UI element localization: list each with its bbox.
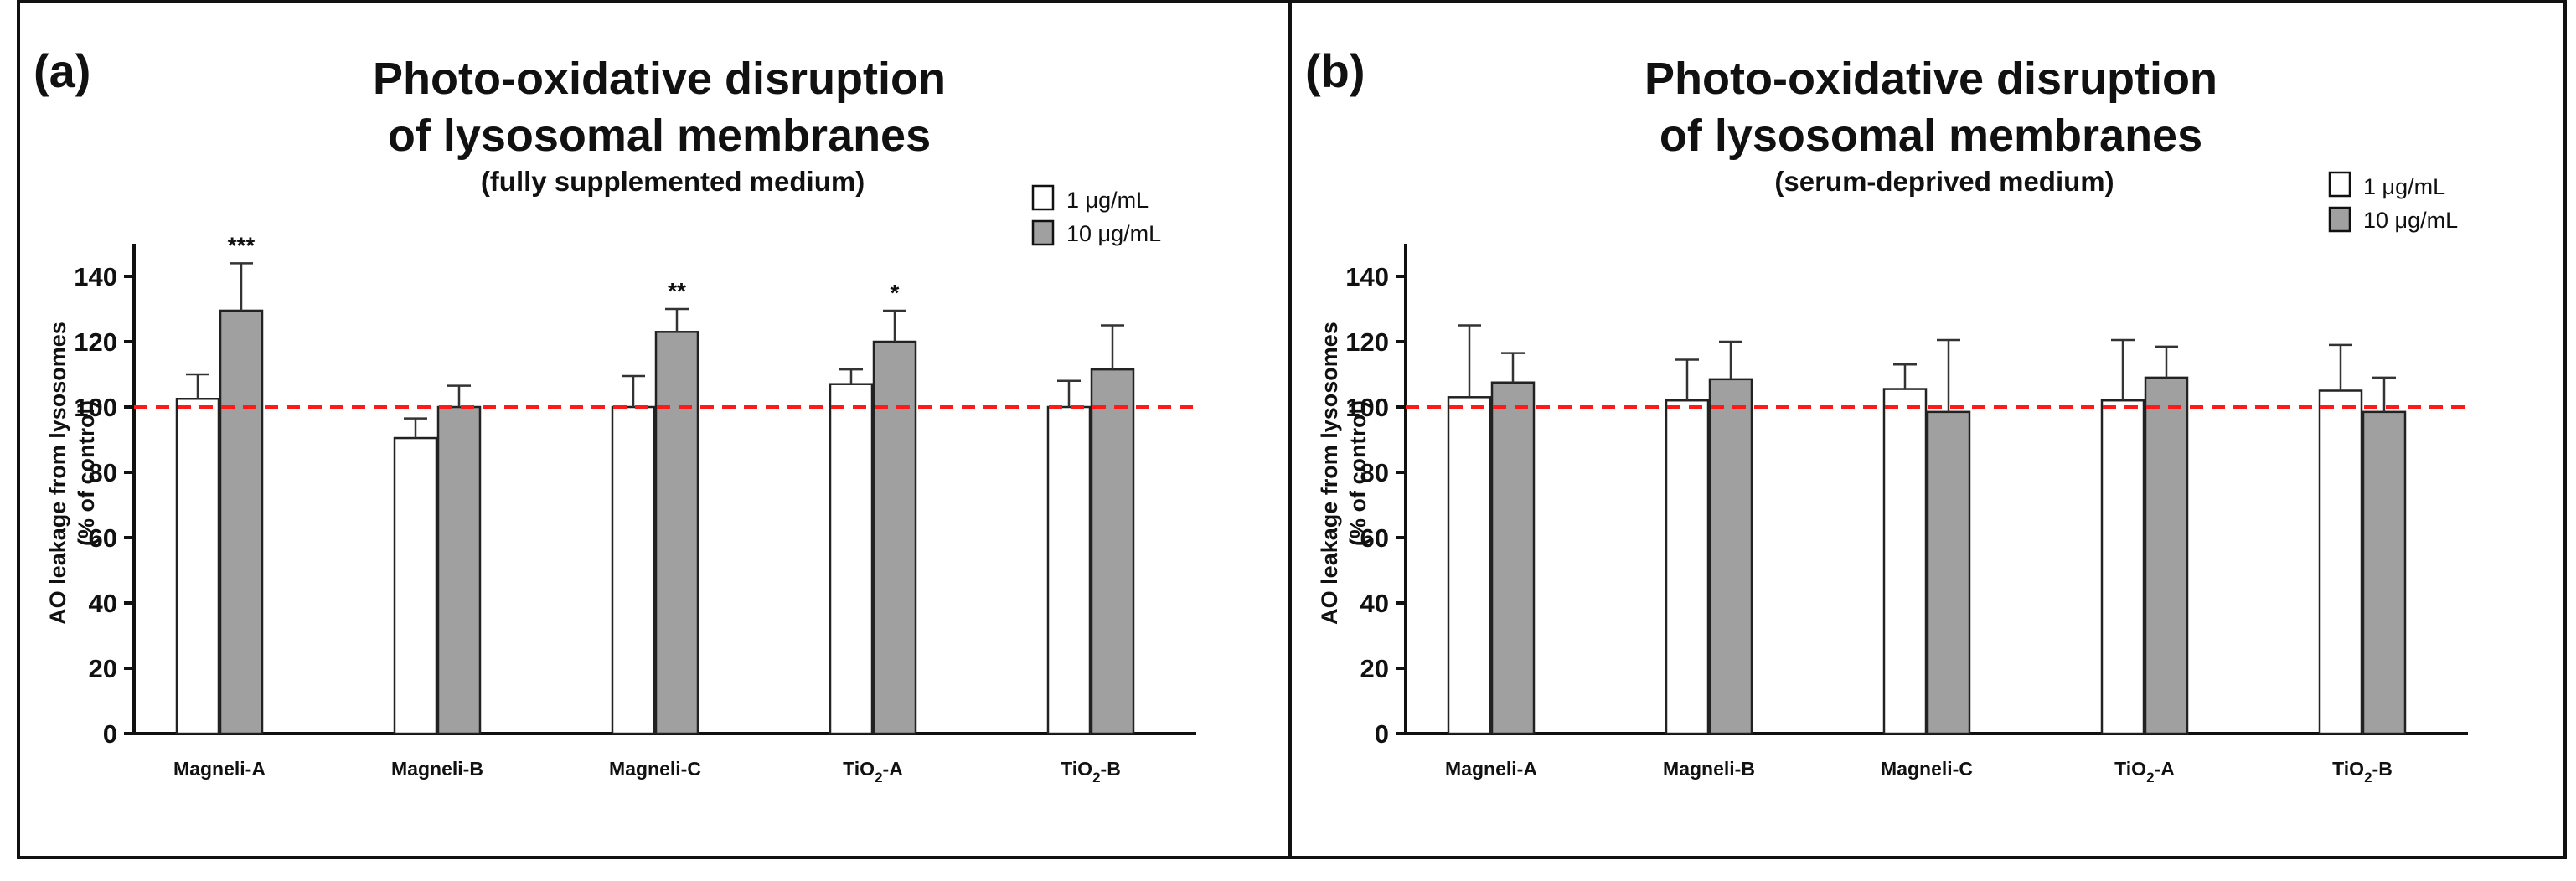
y-tick-label: 60 <box>89 523 117 553</box>
x-category-label: Magneli-B <box>391 758 483 780</box>
chart-title-line1: Photo-oxidative disruption <box>373 54 946 104</box>
y-tick-label: 0 <box>103 719 117 749</box>
x-category-label: Magneli-C <box>609 758 701 780</box>
panel-label: (b) <box>1305 44 1365 97</box>
x-category-label: TiO2-A <box>843 758 903 786</box>
y-tick-label: 80 <box>89 458 117 487</box>
bar-series-2 <box>1926 410 1971 735</box>
legend-swatch-series-1 <box>1031 184 1055 211</box>
chart-title-line1: Photo-oxidative disruption <box>1644 54 2217 104</box>
bar-series-2 <box>436 405 482 735</box>
bar-series-2 <box>872 340 917 735</box>
significance-marker: ** <box>668 278 686 304</box>
legend-swatch-series-2 <box>2328 206 2351 233</box>
panel-b: (b) Photo-oxidative disruption of lysoso… <box>1288 0 2567 859</box>
y-axis-label-line1: AO leakage from lysosomes <box>1317 322 1342 625</box>
y-tick-label: 60 <box>1360 523 1389 553</box>
bar-series-1 <box>393 436 438 735</box>
chart-subtitle: (fully supplemented medium) <box>481 166 865 197</box>
x-category-label: Magneli-C <box>1881 758 1973 780</box>
legend-swatch-series-2 <box>1031 219 1055 246</box>
bar-series-1 <box>1447 396 1492 735</box>
legend-label-series-2: 10 μg/mL <box>1066 221 1161 246</box>
y-tick-label: 80 <box>1360 458 1389 487</box>
bar-series-2 <box>219 309 264 735</box>
y-axis-label-line1: AO leakage from lysosomes <box>45 322 70 625</box>
bar-series-1 <box>829 383 874 735</box>
bar-series-2 <box>654 331 699 735</box>
x-category-label: TiO2-B <box>2332 758 2393 786</box>
y-axis-title: AO leakage from lysosomes (% of control) <box>45 322 99 625</box>
legend: 1 μg/mL 10 μg/mL <box>1031 184 1161 246</box>
x-category-label: Magneli-B <box>1663 758 1755 780</box>
bar-series-1 <box>2318 389 2363 735</box>
bar-series-1 <box>1882 388 1928 735</box>
legend-label-series-2: 10 μg/mL <box>2363 208 2458 233</box>
x-category-label: Magneli-A <box>173 758 266 780</box>
y-tick-label: 20 <box>89 654 117 683</box>
x-category-label: TiO2-B <box>1061 758 1121 786</box>
bar-series-1 <box>611 405 656 735</box>
y-tick-label: 0 <box>1375 719 1389 749</box>
plot-area: 0 20 40 60 80 100 120 140 Magneli-A Magneli-B Magn… <box>1345 244 2468 786</box>
panel-frame <box>1288 0 2567 859</box>
legend: 1 μg/mL 10 μg/mL <box>2328 171 2458 233</box>
panel-label: (a) <box>34 44 90 97</box>
bar-series-2 <box>2144 376 2189 735</box>
x-category-label: Magneli-A <box>1445 758 1537 780</box>
y-tick-label: 120 <box>1345 327 1389 357</box>
y-tick-label: 100 <box>74 393 117 422</box>
chart-title-line2: of lysosomal membranes <box>1660 111 2202 161</box>
significance-marker: * <box>891 280 900 306</box>
y-tick-label: 140 <box>1345 262 1389 291</box>
legend-label-series-1: 1 μg/mL <box>1066 188 1149 213</box>
y-tick-label: 40 <box>89 589 117 618</box>
bar-series-2 <box>1708 378 1753 735</box>
chart-title-line2: of lysosomal membranes <box>388 111 931 161</box>
y-tick-label: 120 <box>74 327 117 357</box>
y-tick-label: 40 <box>1360 589 1389 618</box>
bar-series-2 <box>1090 368 1135 735</box>
y-axis-label-line2: (% of control) <box>1345 400 1371 546</box>
y-tick-label: 100 <box>1345 393 1389 422</box>
chart-subtitle: (serum-deprived medium) <box>1774 166 2114 197</box>
y-tick-label: 20 <box>1360 654 1389 683</box>
legend-label-series-1: 1 μg/mL <box>2363 174 2445 199</box>
bar-series-1 <box>2100 399 2145 735</box>
y-axis-title: AO leakage from lysosomes (% of control) <box>1317 322 1371 625</box>
y-axis-label-line2: (% of control) <box>74 400 99 546</box>
x-category-label: TiO2-A <box>2114 758 2175 786</box>
bar-series-1 <box>1046 405 1092 735</box>
panel-a: (a) Photo-oxidative disruption of lysoso… <box>17 0 1292 859</box>
significance-marker: *** <box>228 232 256 258</box>
bar-series-1 <box>1665 399 1710 735</box>
bar-series-2 <box>2362 410 2407 735</box>
bar-series-1 <box>175 398 220 735</box>
y-tick-label: 140 <box>74 262 117 291</box>
bar-series-2 <box>1490 381 1536 735</box>
legend-swatch-series-1 <box>2328 171 2351 198</box>
